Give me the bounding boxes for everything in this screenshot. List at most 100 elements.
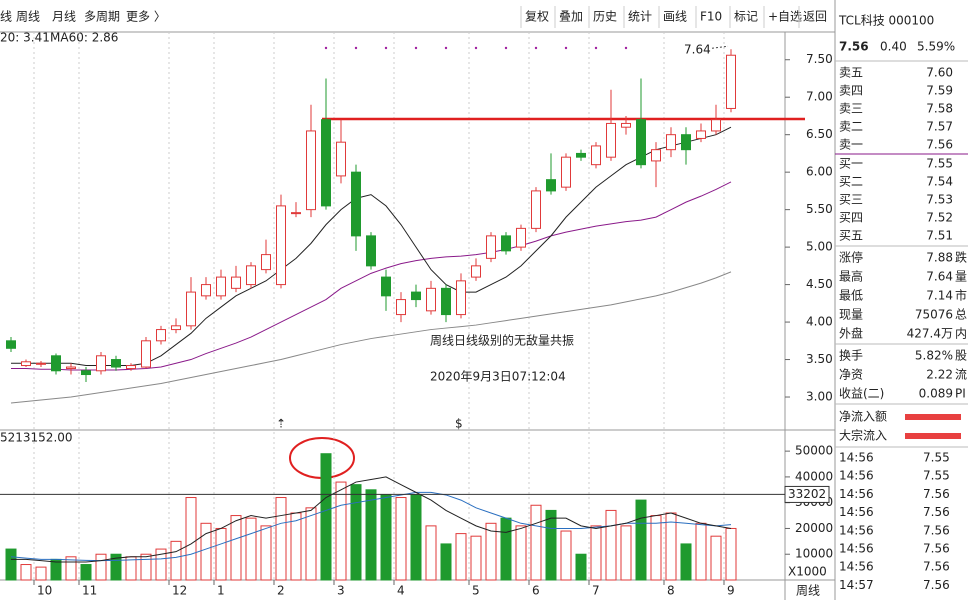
candle-body [426,287,436,312]
volume-bar [5,548,17,581]
candle-body [276,205,286,286]
signal-dot [594,46,598,50]
volume-bar [215,527,227,581]
candle-body [576,152,586,158]
volume-bar [35,566,47,581]
volume-bar [515,525,527,581]
candle-body [441,287,451,316]
y-tick-label: 5.50 [806,202,833,216]
row-value: 7.56 [926,138,953,152]
x-tick-label: 9 [727,584,735,598]
stat-extra: 量 [955,270,967,284]
toolbar-button[interactable]: F10 [700,10,722,24]
stat-label: 换手 [839,349,863,363]
row-value: 7.51 [926,229,953,243]
stat-extra: 流 [955,368,967,382]
candle-body [321,119,331,207]
candle-body [156,329,166,342]
candle-body [171,325,181,331]
volume-bar [80,564,92,581]
x-tick-label: 11 [82,584,97,598]
candle-body [696,130,706,139]
stat-label: 外盘 [839,326,863,341]
ma-line [10,271,732,404]
row-label: 卖三 [839,102,863,116]
volume-bar [680,543,692,581]
toolbar-button[interactable]: +自选 [768,10,802,24]
candle-body [591,145,601,166]
toolbar-button[interactable]: 叠加 [559,10,583,24]
x-tick-label: 6 [532,584,540,598]
candle-body [486,235,496,259]
row-value: 7.57 [926,120,953,134]
period-tab[interactable]: 线 [0,10,12,24]
tick-time: 14:56 [839,469,874,483]
stat-value: 7.14 [926,289,953,303]
candle-body [126,365,136,370]
candle-body [36,362,46,365]
row-label: 买四 [839,211,863,225]
row-value: 7.58 [926,102,953,116]
stat-value: 75076 [915,308,953,322]
y-tick-label: 3.00 [806,390,833,404]
row-value: 7.59 [926,84,953,98]
candle-body [561,156,571,188]
volume-bar [335,481,347,581]
stat-extra: 跌 [955,250,967,265]
signal-dot [384,46,388,50]
stat-value: 2.22 [926,368,953,382]
x-tick-label: 5 [472,584,480,598]
flow-label: 净流入额 [839,410,887,424]
tick-price: 7.55 [923,469,950,483]
signal-arrow: ⇡ [276,417,286,431]
stat-label: 最低 [839,289,863,303]
row-value: 7.54 [926,175,953,189]
toolbar-button[interactable]: 统计 [628,10,652,24]
x-tick-label: 1 [217,584,225,598]
volume-bar [110,553,122,581]
period-label: 周线 [796,584,820,598]
period-tab[interactable]: 周线 [16,10,40,24]
candle-body [306,130,316,211]
volume-bar [635,499,647,581]
y-tick-label: 6.50 [806,127,833,141]
period-tab[interactable]: 月线 [52,10,76,24]
volume-bar [440,543,452,581]
volume-bar [50,558,62,581]
candle-body [546,179,556,192]
volume-bar [350,484,362,581]
candle-body [651,149,661,162]
toolbar-button[interactable]: 复权 [525,10,549,24]
candle-body [141,340,151,368]
candle-body [366,235,376,267]
volume-bar [590,525,602,581]
volume-bar [395,497,407,581]
stat-value: 5.82% [915,349,953,363]
toolbar-button[interactable]: 画线 [663,10,687,24]
candle-body [681,134,691,151]
change-pct: 5.59% [917,40,955,54]
tick-price: 7.56 [923,542,950,556]
stat-value: 427.4万 [907,327,953,341]
annotation: 2020年9月3日07:12:04 [430,370,566,384]
period-tab[interactable]: 多周期 [84,10,120,24]
y-tick-label: 50000 [795,444,833,458]
tick-time: 14:57 [839,578,874,592]
tick-time: 14:56 [839,487,874,501]
x-tick-label: 4 [397,584,405,598]
y-tick-label: 40000 [795,469,833,483]
toolbar-button[interactable]: 标记 [734,10,758,24]
candle-body [216,276,226,297]
signal-dot [474,46,478,50]
volume-bar [200,522,212,581]
signal-dot [414,46,418,50]
current-volume-box [784,485,830,503]
toolbar-button[interactable]: 返回 [803,10,827,24]
candle-body [636,119,646,166]
period-tab[interactable]: 更多 〉 [126,10,166,24]
x-tick-label: 7 [592,584,600,598]
candle-body [606,122,616,158]
candle-body [111,359,121,368]
tick-price: 7.56 [923,560,950,574]
toolbar-button[interactable]: 历史 [593,10,617,24]
